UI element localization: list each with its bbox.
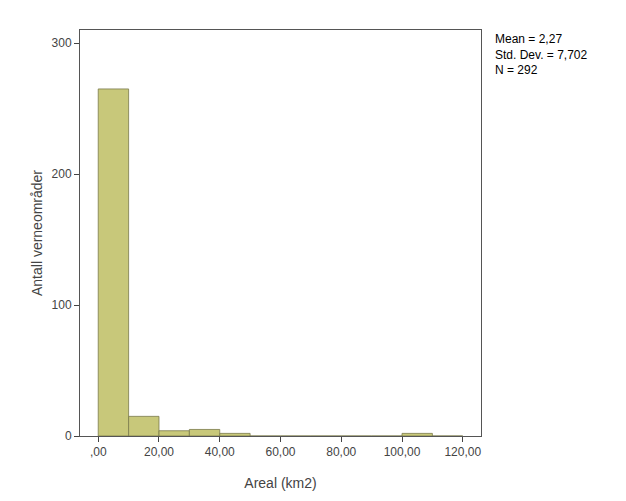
svg-text:Antall verneområder: Antall verneområder xyxy=(29,170,45,296)
svg-text:40,00: 40,00 xyxy=(205,445,235,459)
svg-text:,00: ,00 xyxy=(90,445,107,459)
svg-text:60,00: 60,00 xyxy=(265,445,295,459)
svg-text:300: 300 xyxy=(52,36,72,50)
svg-text:20,00: 20,00 xyxy=(144,445,174,459)
svg-text:0: 0 xyxy=(65,429,72,443)
svg-text:200: 200 xyxy=(52,167,72,181)
svg-text:Mean = 2,27Std. Dev. = 7,702N: Mean = 2,27Std. Dev. = 7,702N = 292 xyxy=(495,32,587,77)
svg-text:Areal (km2): Areal (km2) xyxy=(244,475,316,491)
svg-text:100: 100 xyxy=(52,298,72,312)
svg-text:120,00: 120,00 xyxy=(444,445,481,459)
svg-text:80,00: 80,00 xyxy=(326,445,356,459)
svg-text:100,00: 100,00 xyxy=(384,445,421,459)
